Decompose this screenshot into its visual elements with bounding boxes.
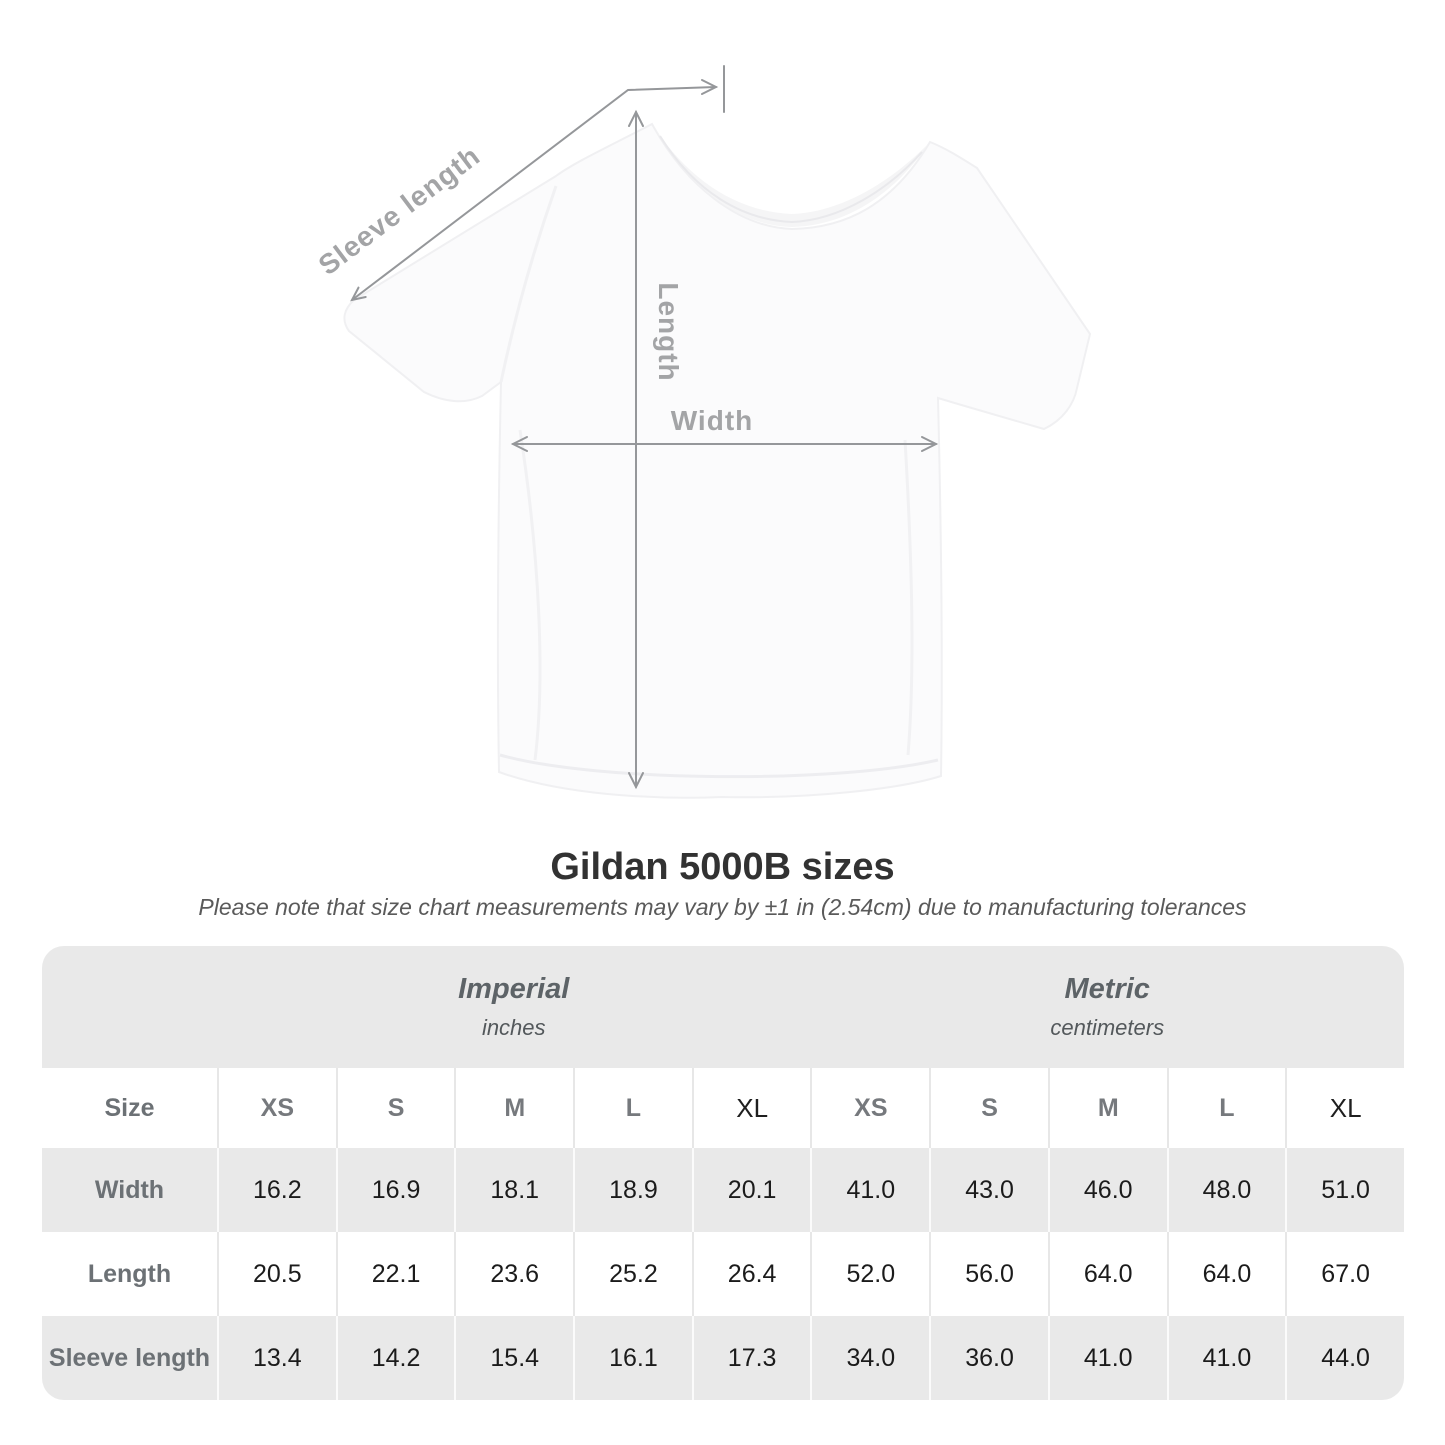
table-cell: 18.9: [573, 1148, 692, 1232]
size-row-label: Size: [42, 1068, 217, 1148]
size-header-imperial-s: S: [335, 1068, 455, 1148]
table-cell: 64.0: [1047, 1232, 1167, 1316]
size-header-metric-s: S: [929, 1068, 1048, 1148]
table-cell: 41.0: [810, 1148, 930, 1232]
size-header-metric-l: L: [1166, 1068, 1286, 1148]
size-header-imperial-xl: XL: [691, 1068, 811, 1148]
table-cell: 20.1: [691, 1148, 811, 1232]
width-row-label: Width: [42, 1148, 217, 1232]
metric-header: Metric centimeters: [810, 946, 1404, 1068]
table-cell: 56.0: [929, 1232, 1048, 1316]
table-cell: 22.1: [335, 1232, 455, 1316]
table-cell: 51.0: [1285, 1148, 1404, 1232]
table-cell: 67.0: [1285, 1232, 1404, 1316]
table-cell: 46.0: [1047, 1148, 1167, 1232]
width-label: Width: [671, 405, 754, 436]
table-cell: 16.1: [573, 1316, 692, 1400]
table-cell: 25.2: [573, 1232, 692, 1316]
table-cell: 15.4: [454, 1316, 574, 1400]
size-header-metric-m: M: [1047, 1068, 1167, 1148]
length-row-label: Length: [42, 1232, 217, 1316]
tshirt-illustration: [343, 122, 1092, 799]
table-cell: 34.0: [810, 1316, 930, 1400]
imperial-unit: inches: [481, 1015, 546, 1040]
size-header-imperial-xs: XS: [217, 1068, 336, 1148]
size-header-metric-xs: XS: [810, 1068, 930, 1148]
table-cell: 17.3: [691, 1316, 811, 1400]
size-header-imperial-m: M: [454, 1068, 574, 1148]
table-cell: 36.0: [929, 1316, 1048, 1400]
table-cell: 16.9: [335, 1148, 455, 1232]
table-cell: 20.5: [217, 1232, 336, 1316]
table-cell: 64.0: [1166, 1232, 1286, 1316]
length-label: Length: [653, 282, 684, 381]
page-title: Gildan 5000B sizes: [550, 846, 895, 888]
table-cell: 23.6: [454, 1232, 574, 1316]
table-cell: 13.4: [217, 1316, 336, 1400]
imperial-label: Imperial: [458, 973, 570, 1005]
table-cell: 14.2: [335, 1316, 455, 1400]
table-cell: 41.0: [1166, 1316, 1286, 1400]
dimension-arrows: [350, 65, 939, 790]
sleeve-length-row-label: Sleeve length: [42, 1316, 217, 1400]
table-cell: 43.0: [929, 1148, 1048, 1232]
sleeve-length-arrow: [351, 86, 717, 301]
size-table: Imperial inches Metric centimeters Size …: [42, 946, 1404, 1400]
tolerance-note: Please note that size chart measurements…: [198, 894, 1247, 920]
band-corner: [42, 946, 217, 1068]
metric-unit: centimeters: [1050, 1015, 1165, 1040]
size-header-imperial-l: L: [573, 1068, 692, 1148]
metric-label: Metric: [1064, 973, 1150, 1005]
table-cell: 48.0: [1166, 1148, 1286, 1232]
table-cell: 44.0: [1285, 1316, 1404, 1400]
table-cell: 52.0: [810, 1232, 930, 1316]
table-cell: 26.4: [691, 1232, 811, 1316]
table-cell: 41.0: [1047, 1316, 1167, 1400]
imperial-header: Imperial inches: [217, 946, 811, 1068]
size-header-metric-xl: XL: [1285, 1068, 1404, 1148]
table-cell: 16.2: [217, 1148, 336, 1232]
tshirt-measurement-diagram: Sleeve length Length Width: [313, 65, 1092, 799]
table-cell: 18.1: [454, 1148, 574, 1232]
